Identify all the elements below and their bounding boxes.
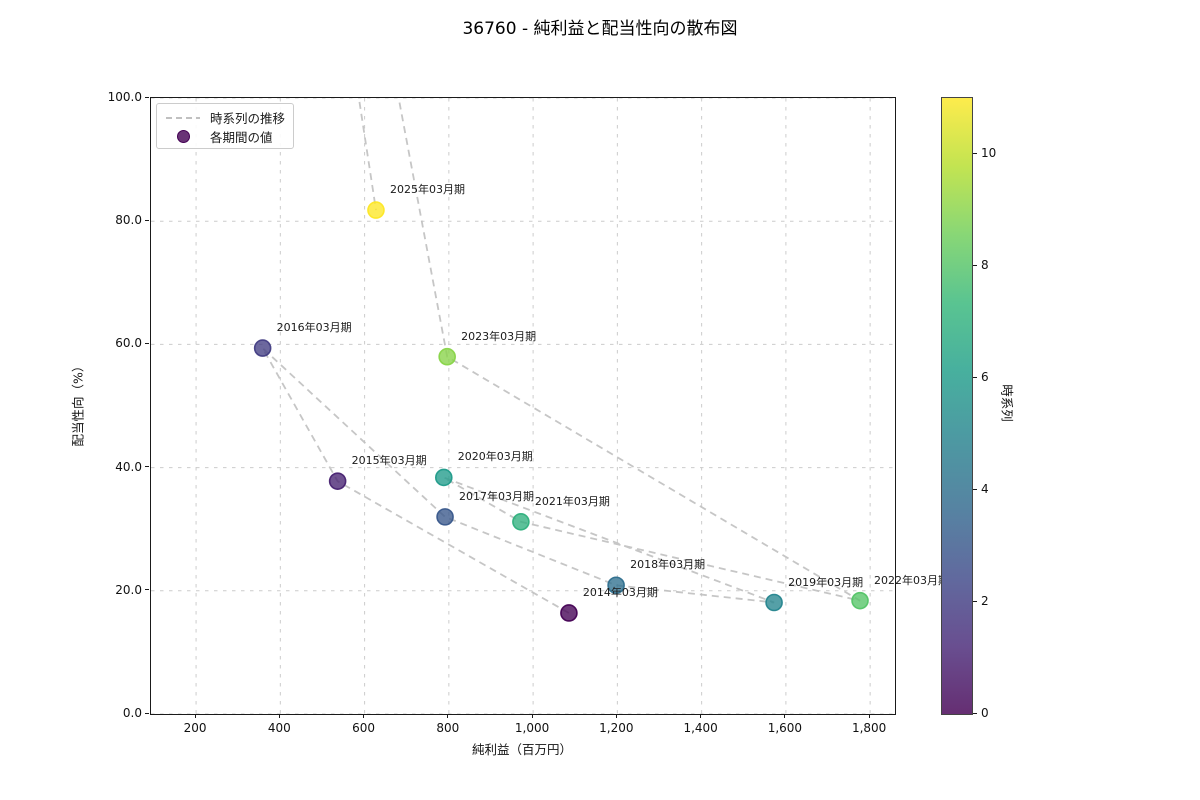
- x-tick-label: 400: [267, 721, 291, 735]
- scatter-point: [253, 339, 272, 357]
- x-axis-label: 純利益（百万円）: [471, 742, 572, 757]
- x-tick-label: 1,400: [683, 721, 718, 735]
- legend-marker-label: 各期間の値: [210, 130, 273, 145]
- colorbar-tick-label: 2: [981, 594, 989, 608]
- colorbar-tick-label: 6: [981, 370, 989, 384]
- y-tick-mark: [145, 342, 149, 344]
- y-tick-label: 60.0: [115, 336, 142, 351]
- legend-row-line: 時系列の推移: [165, 108, 285, 127]
- scatter-point: [851, 591, 869, 610]
- x-tick-mark: [363, 714, 365, 718]
- y-tick-mark: [145, 219, 149, 221]
- x-tick-label: 1,000: [514, 721, 550, 735]
- colorbar-tick-label: 4: [981, 482, 989, 496]
- x-tick-mark: [531, 714, 533, 718]
- y-tick-mark: [145, 96, 149, 98]
- colorbar: [941, 97, 973, 715]
- y-axis-label: 配当性向（%）: [70, 359, 86, 447]
- y-tick-label: 40.0: [115, 459, 142, 474]
- y-tick-label: 80.0: [115, 213, 142, 228]
- y-tick-label: 20.0: [115, 582, 142, 597]
- colorbar-tick-label: 10: [981, 146, 997, 160]
- x-tick-mark: [447, 714, 449, 718]
- scatter-point: [367, 201, 385, 219]
- colorbar-gradient: [942, 98, 972, 714]
- scatter-point: [438, 347, 456, 366]
- colorbar-tick-mark: [973, 488, 977, 490]
- scatter-point: [434, 468, 453, 487]
- x-tick-mark: [615, 714, 617, 718]
- scatter-point: [436, 508, 454, 526]
- scatter-point: [560, 604, 578, 622]
- plot-canvas: [151, 98, 895, 714]
- x-tick-label: 600: [352, 721, 376, 735]
- colorbar-tick-label: 0: [981, 706, 989, 720]
- legend-marker-dot: [176, 130, 190, 143]
- y-tick-label: 100.0: [107, 90, 142, 104]
- y-tick-mark: [145, 466, 149, 468]
- colorbar-tick-label: 8: [981, 258, 989, 272]
- x-tick-label: 1,800: [851, 721, 887, 735]
- scatter-point: [607, 576, 625, 595]
- x-tick-mark: [194, 714, 196, 718]
- x-tick-mark: [700, 714, 702, 718]
- colorbar-tick-mark: [973, 600, 977, 602]
- legend-row-marker: 各期間の値: [165, 127, 285, 146]
- colorbar-tick-mark: [973, 376, 977, 378]
- colorbar-tick-mark: [973, 712, 977, 714]
- y-tick-mark: [145, 712, 149, 714]
- x-tick-mark: [784, 714, 786, 718]
- marker-legend-icon: [165, 130, 201, 143]
- x-tick-label: 1,600: [767, 721, 803, 735]
- colorbar-label: 時系列: [999, 384, 1015, 422]
- x-tick-label: 200: [183, 721, 207, 735]
- colorbar-tick-mark: [973, 152, 977, 154]
- x-tick-label: 800: [436, 721, 460, 735]
- y-tick-mark: [145, 589, 149, 591]
- chart-title: 36760 - 純利益と配当性向の散布図: [462, 19, 738, 39]
- scatter-point: [512, 513, 530, 531]
- x-tick-label: 1,200: [599, 721, 634, 735]
- plot-area: [150, 97, 896, 715]
- x-tick-mark: [868, 714, 870, 718]
- scatter-point: [765, 593, 783, 612]
- time-series-line: [261, 98, 861, 614]
- dashed-line-legend-icon: [165, 115, 201, 121]
- legend-line-label: 時系列の推移: [210, 111, 286, 126]
- colorbar-tick-mark: [973, 264, 977, 266]
- x-tick-mark: [278, 714, 280, 718]
- y-tick-label: 0.0: [122, 706, 142, 720]
- scatter-point: [328, 472, 347, 490]
- legend: 時系列の推移 各期間の値: [156, 103, 294, 149]
